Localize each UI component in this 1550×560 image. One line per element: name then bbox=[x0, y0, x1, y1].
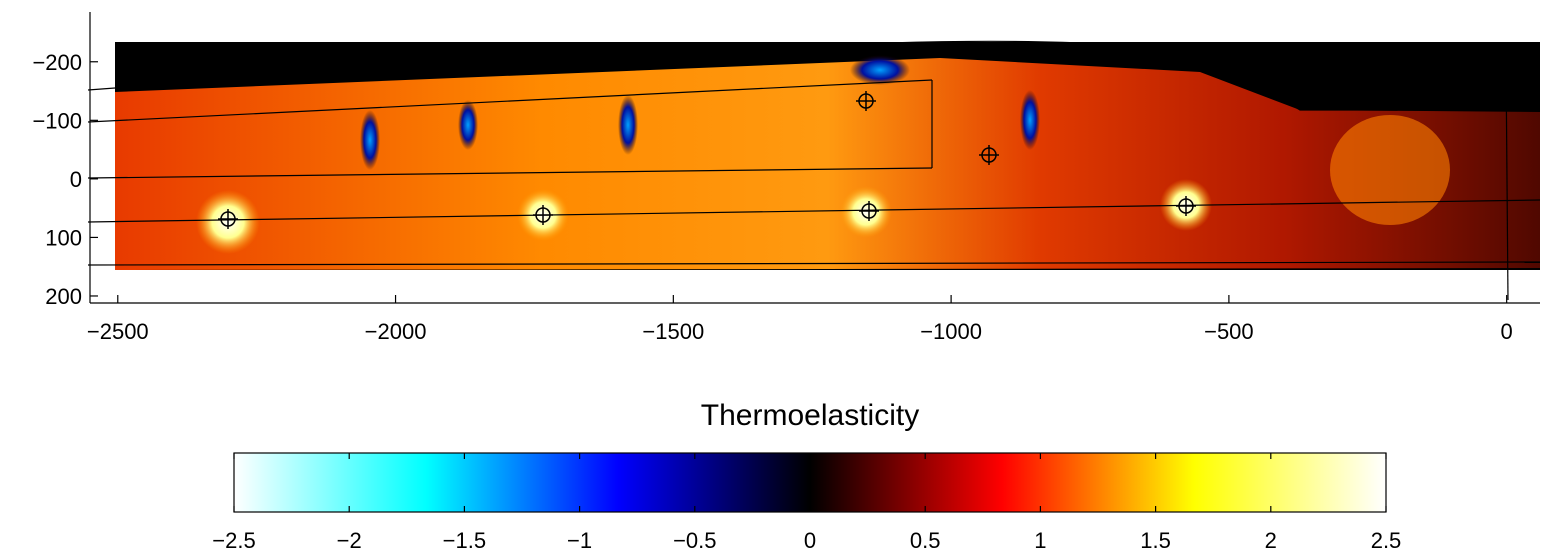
colorbar-tick-label: −2 bbox=[337, 528, 362, 553]
x-tick-label: −1000 bbox=[920, 319, 982, 344]
colorbar-tick-label: 1.5 bbox=[1140, 528, 1171, 553]
x-tick-label: −2500 bbox=[87, 319, 149, 344]
x-tick-label: −2000 bbox=[365, 319, 427, 344]
thermal-image bbox=[87, 40, 1541, 301]
y-tick-label: −200 bbox=[32, 50, 82, 75]
colorbar-tick-label: −1.5 bbox=[443, 528, 486, 553]
colorbar-tick-label: 2.5 bbox=[1371, 528, 1402, 553]
colorbar-tick-label: −2.5 bbox=[212, 528, 255, 553]
colorbar-tick-label: 2 bbox=[1265, 528, 1277, 553]
colorbar-tick-label: −0.5 bbox=[673, 528, 716, 553]
x-tick-label: −500 bbox=[1204, 319, 1254, 344]
colorbar-tick-label: 1 bbox=[1034, 528, 1046, 553]
colorbar-title: Thermoelasticity bbox=[701, 399, 919, 432]
y-tick-label: 200 bbox=[45, 284, 82, 309]
y-tick-label: −100 bbox=[32, 108, 82, 133]
y-tick-label: 100 bbox=[45, 225, 82, 250]
colorbar-tick-label: 0.5 bbox=[910, 528, 941, 553]
x-tick-label: −1500 bbox=[642, 319, 704, 344]
x-tick-label: 0 bbox=[1501, 319, 1513, 344]
colorbar-tick-label: −1 bbox=[567, 528, 592, 553]
y-tick-label: 0 bbox=[70, 167, 82, 192]
colorbar-tick-label: 0 bbox=[804, 528, 816, 553]
colorbar bbox=[233, 452, 1387, 513]
